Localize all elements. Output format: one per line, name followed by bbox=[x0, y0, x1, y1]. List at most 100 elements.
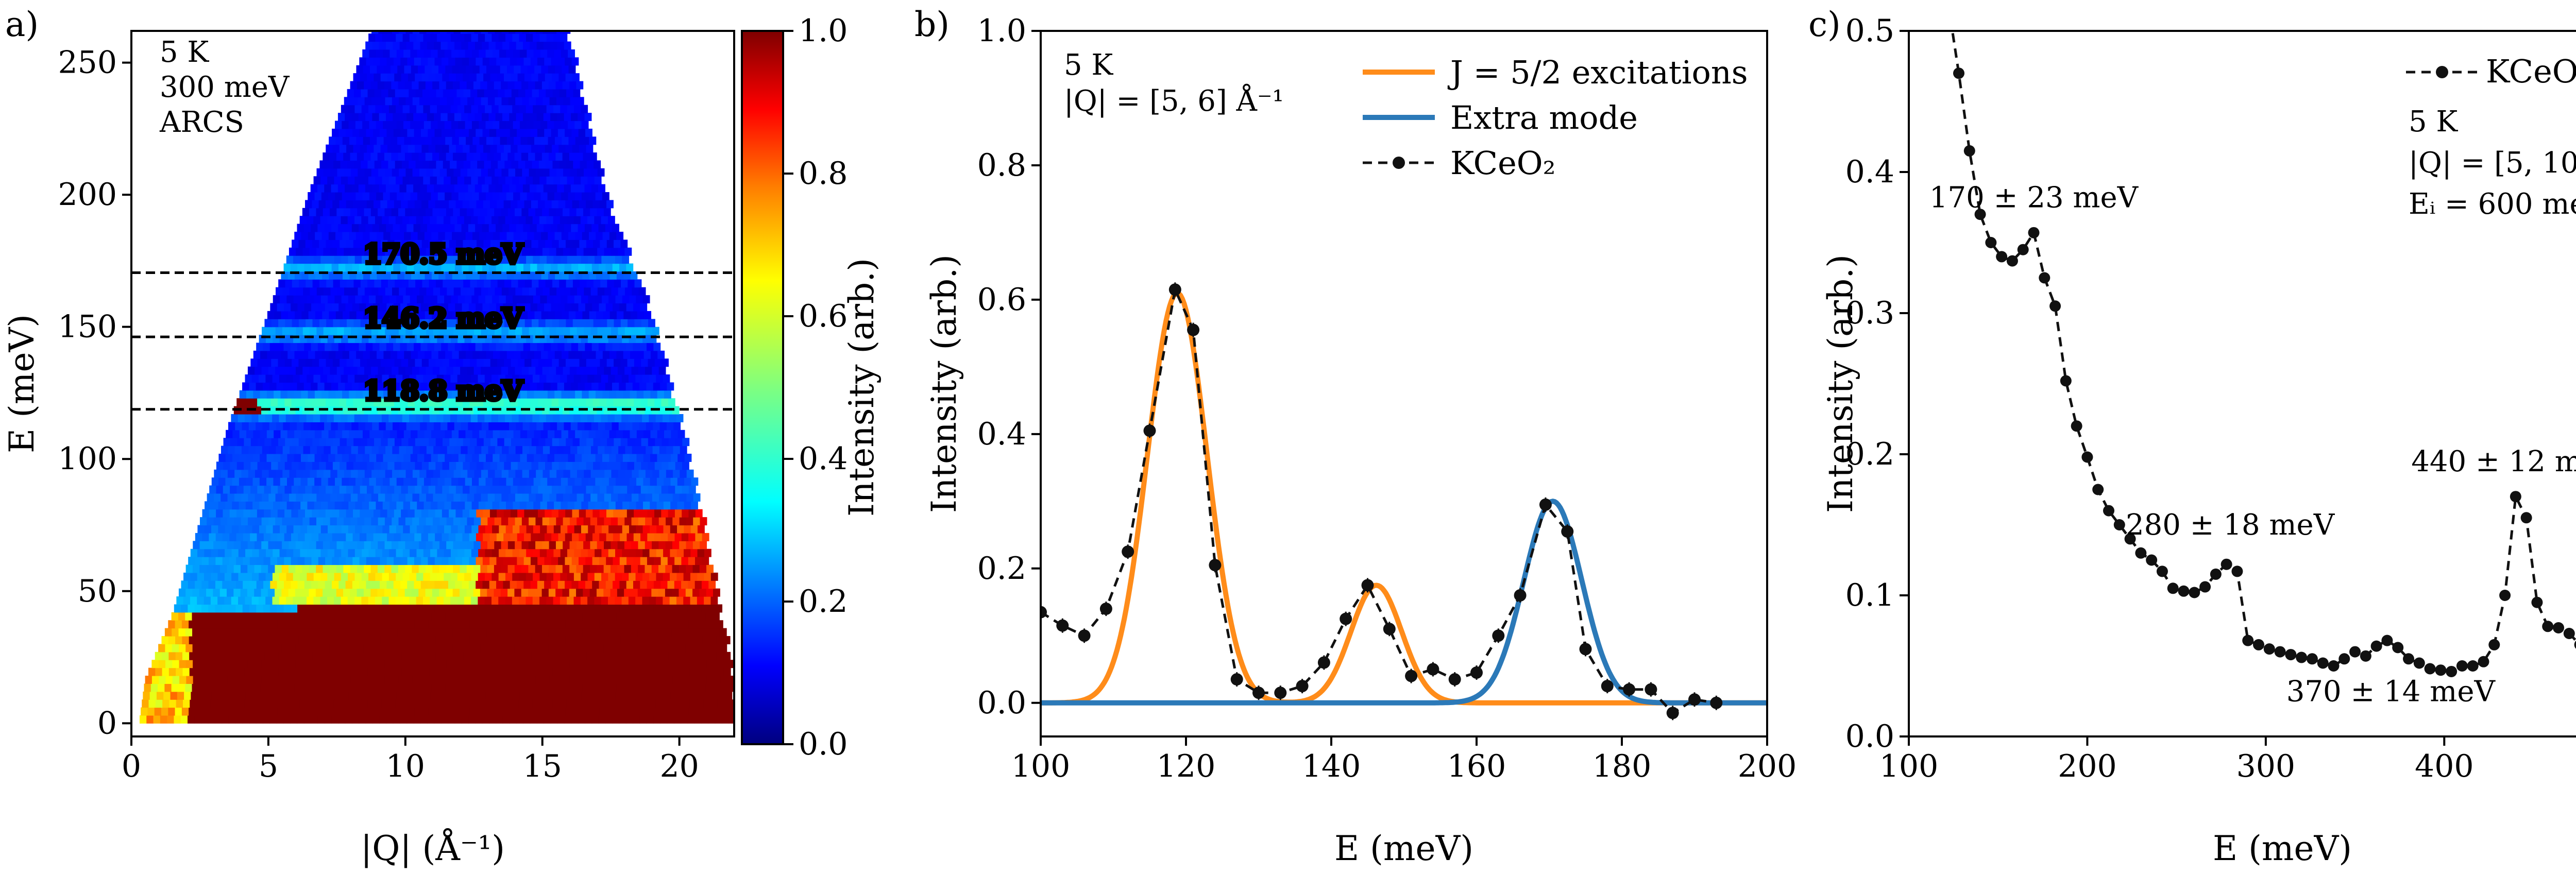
heatmap-cell bbox=[534, 430, 541, 438]
heatmap-cell bbox=[310, 493, 317, 502]
heatmap-cell bbox=[330, 675, 337, 684]
heatmap-cell bbox=[549, 327, 557, 335]
heatmap-cell bbox=[280, 477, 287, 486]
heatmap-cell bbox=[619, 382, 626, 391]
heatmap-cell bbox=[450, 548, 458, 557]
heatmap-cell bbox=[717, 699, 724, 708]
heatmap-cell bbox=[558, 398, 566, 407]
heatmap-cell bbox=[565, 128, 572, 137]
heatmap-cell bbox=[181, 620, 189, 629]
heatmap-cell bbox=[550, 113, 557, 122]
heatmap-cell bbox=[550, 422, 557, 431]
heatmap-cell bbox=[421, 200, 429, 209]
heatmap-cell bbox=[712, 612, 720, 621]
heatmap-cell bbox=[413, 422, 420, 431]
heatmap-cell bbox=[259, 374, 266, 383]
heatmap-cell bbox=[583, 247, 591, 256]
heatmap-cell bbox=[466, 152, 474, 161]
heatmap-cell bbox=[419, 517, 427, 526]
heatmap-cell bbox=[355, 121, 363, 129]
heatmap-cell bbox=[554, 121, 562, 129]
heatmap-cell bbox=[517, 144, 525, 153]
heatmap-cell bbox=[669, 596, 677, 605]
heatmap-cell bbox=[505, 572, 513, 581]
heatmap-cell bbox=[671, 430, 679, 438]
heatmap-cell bbox=[414, 128, 421, 137]
heatmap-cell bbox=[309, 644, 316, 653]
heatmap-cell bbox=[265, 699, 273, 708]
heatmap-cell bbox=[433, 469, 440, 478]
heatmap-cell bbox=[652, 366, 659, 375]
heatmap-cell bbox=[509, 382, 517, 391]
heatmap-cell bbox=[316, 287, 324, 296]
heatmap-cell bbox=[372, 263, 380, 272]
heatmap-cell bbox=[438, 430, 446, 438]
heatmap-cell bbox=[627, 438, 635, 447]
heatmap-cell bbox=[345, 715, 352, 724]
heatmap-cell bbox=[592, 557, 600, 565]
heatmap-cell bbox=[353, 636, 361, 645]
heatmap-cell bbox=[670, 525, 677, 534]
heatmap-cell bbox=[607, 279, 615, 288]
heatmap-cell bbox=[640, 580, 648, 589]
heatmap-cell bbox=[158, 644, 166, 653]
heatmap-cell bbox=[318, 707, 326, 716]
heatmap-cell bbox=[531, 461, 539, 470]
heatmap-cell bbox=[393, 263, 401, 272]
heatmap-cell bbox=[334, 525, 342, 534]
heatmap-cell bbox=[686, 469, 694, 478]
heatmap-cell bbox=[514, 683, 521, 692]
heatmap-cell bbox=[262, 422, 270, 431]
heatmap-cell bbox=[380, 144, 388, 153]
heatmap-cell bbox=[611, 493, 618, 502]
heatmap-cell bbox=[312, 358, 319, 367]
heatmap-cell bbox=[174, 604, 181, 613]
heatmap-cell bbox=[270, 509, 278, 518]
heatmap-cell bbox=[444, 525, 451, 534]
heatmap-cell bbox=[436, 699, 444, 708]
heatmap-cell bbox=[368, 525, 376, 534]
heatmap-cell bbox=[273, 477, 281, 486]
heatmap-cell bbox=[624, 644, 632, 653]
heatmap-cell bbox=[677, 477, 685, 486]
heatmap-cell bbox=[510, 200, 518, 209]
heatmap-cell bbox=[549, 541, 556, 550]
heatmap-cell bbox=[500, 271, 507, 280]
heatmap-cell bbox=[636, 477, 643, 486]
heatmap-cell bbox=[338, 382, 346, 391]
heatmap-cell bbox=[233, 644, 241, 653]
heatmap-cell bbox=[292, 699, 300, 708]
heatmap-cell bbox=[312, 651, 320, 660]
heatmap-cell bbox=[251, 596, 259, 605]
heatmap-cell bbox=[545, 438, 553, 447]
heatmap-cell bbox=[487, 564, 495, 573]
heatmap-cell bbox=[680, 445, 687, 454]
heatmap-cell bbox=[453, 493, 461, 502]
heatmap-cell bbox=[394, 438, 402, 447]
heatmap-cell bbox=[401, 651, 409, 660]
heatmap-cell bbox=[213, 564, 221, 573]
heatmap-cell bbox=[528, 683, 535, 692]
heatmap-cell bbox=[533, 477, 541, 486]
heatmap-cell bbox=[258, 699, 266, 708]
heatmap-cell bbox=[357, 366, 365, 375]
heatmap-cell bbox=[311, 224, 318, 232]
heatmap-cell bbox=[445, 192, 452, 200]
heatmap-cell bbox=[460, 469, 468, 478]
heatmap-cell bbox=[375, 699, 382, 708]
heatmap-cell bbox=[486, 628, 494, 637]
heatmap-cell bbox=[470, 319, 478, 328]
heatmap-cell bbox=[583, 644, 590, 653]
heatmap-cell bbox=[232, 430, 240, 438]
heatmap-cell bbox=[150, 683, 158, 692]
heatmap-cell bbox=[526, 176, 533, 185]
heatmap-cell bbox=[433, 422, 441, 431]
heatmap-cell bbox=[514, 644, 522, 653]
heatmap-cell bbox=[578, 382, 585, 391]
heatmap-cell bbox=[540, 295, 548, 304]
heatmap-cell bbox=[500, 588, 508, 597]
heatmap-cell bbox=[588, 477, 596, 486]
heatmap-cell bbox=[611, 675, 618, 684]
heatmap-cell bbox=[618, 327, 625, 335]
heatmap-cell bbox=[676, 572, 684, 581]
